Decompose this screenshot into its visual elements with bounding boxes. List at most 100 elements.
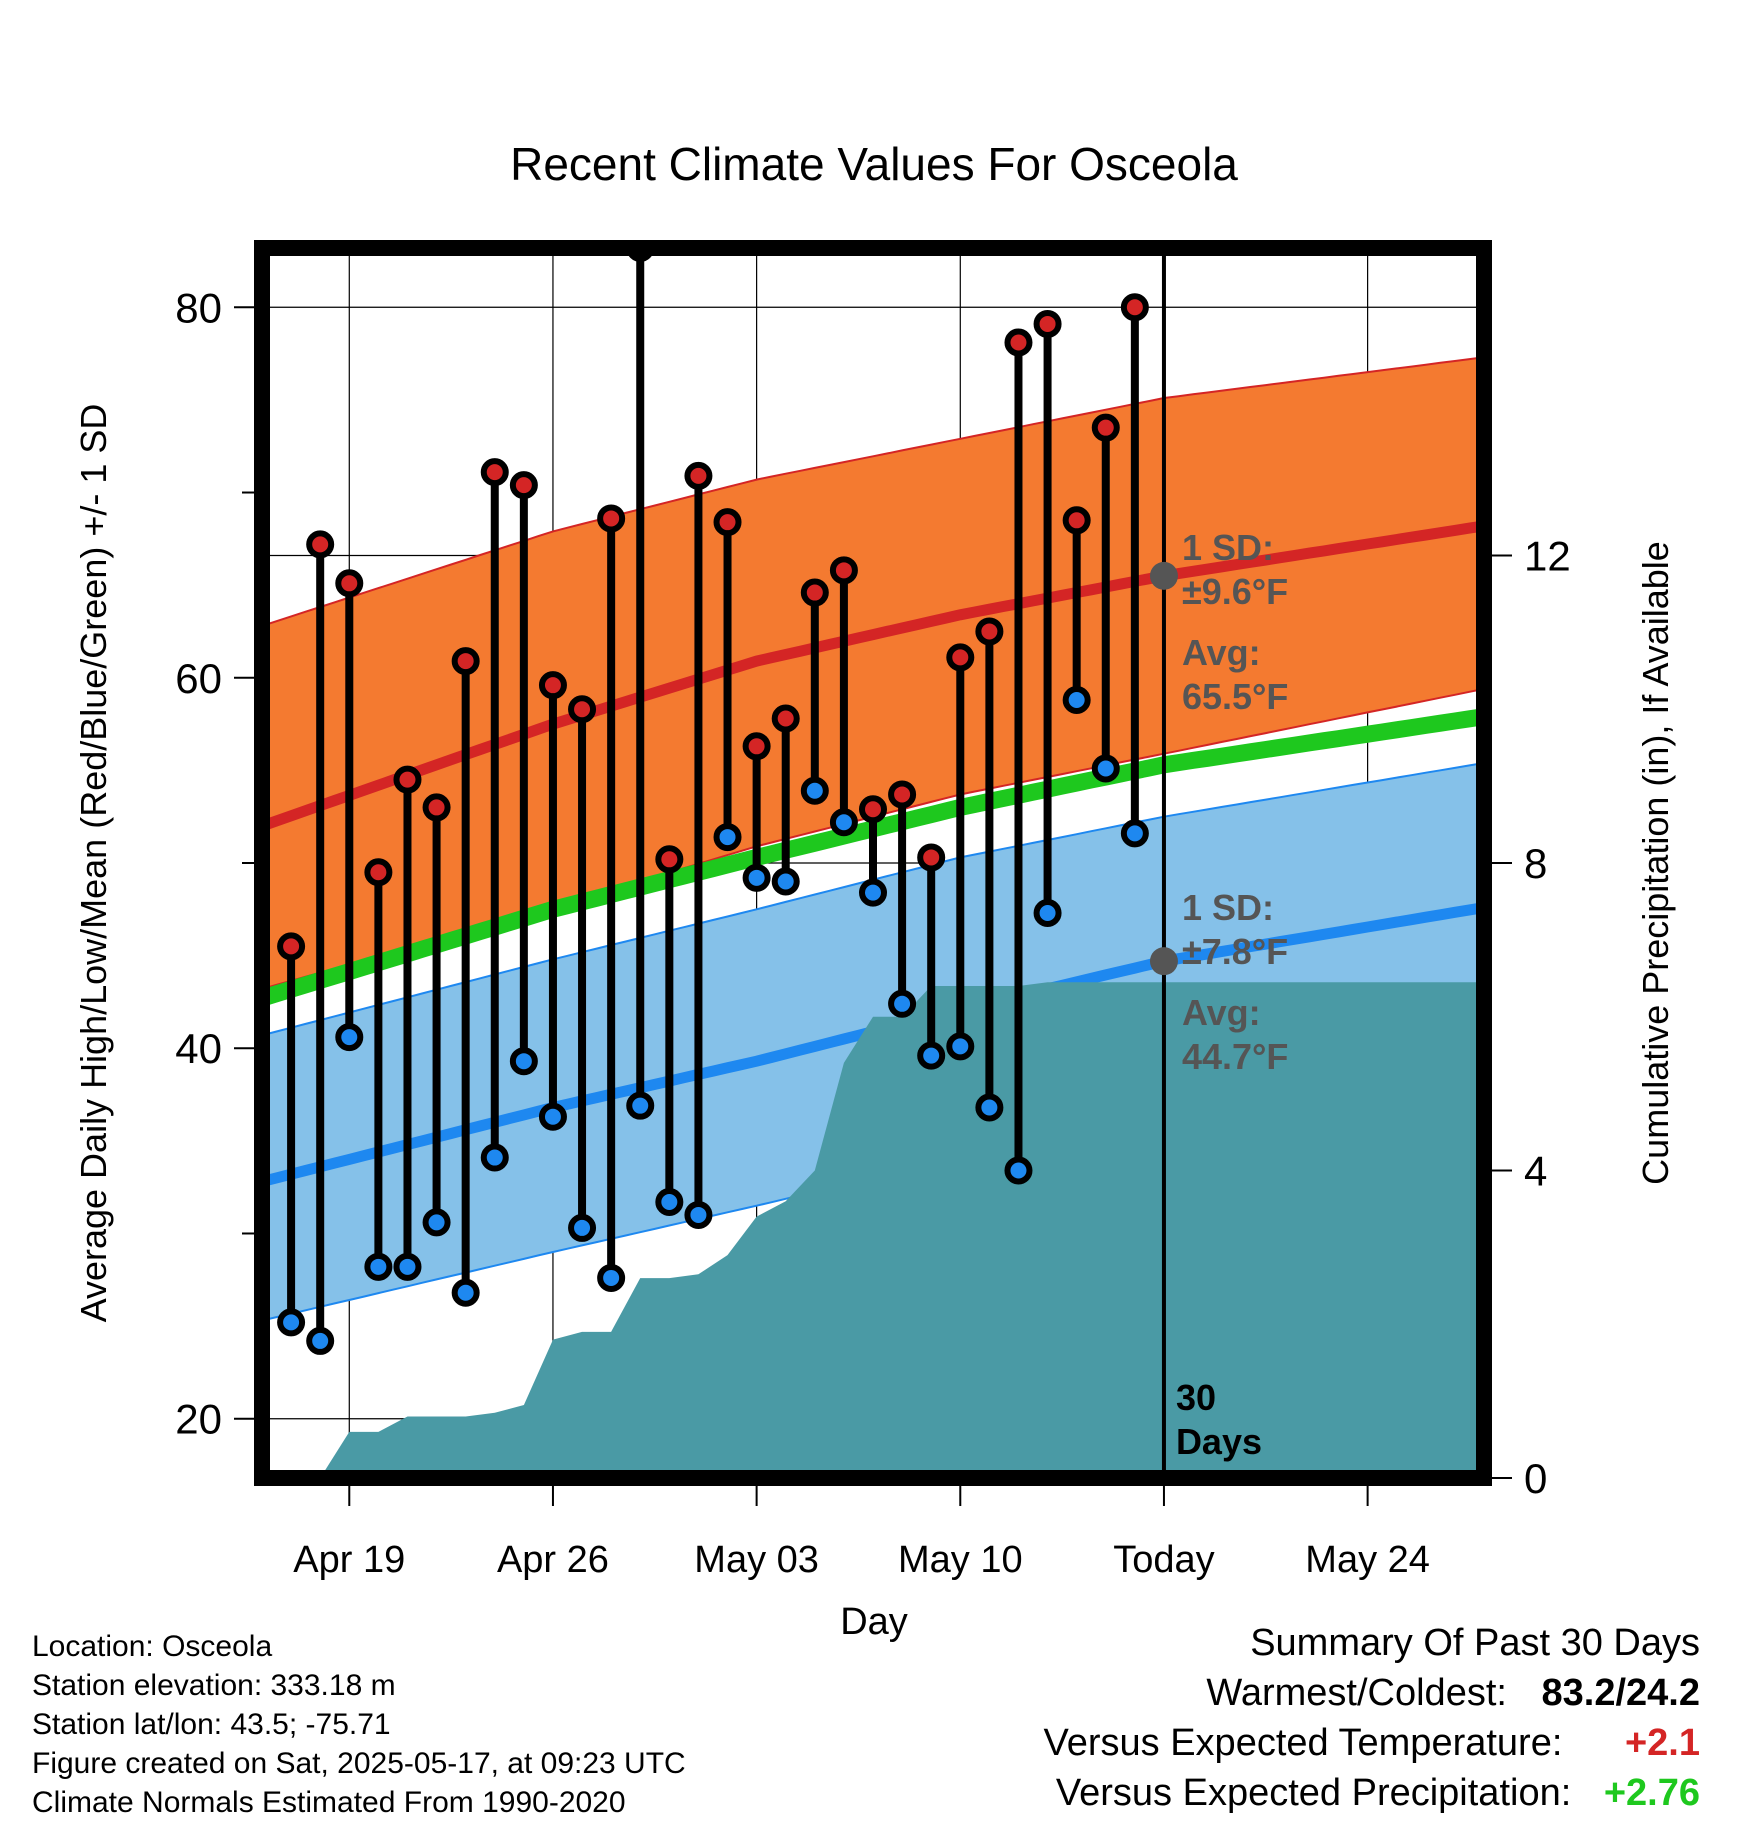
summary-precip: Versus Expected Precipitation: +2.76 xyxy=(1056,1772,1700,1815)
daily-low-point xyxy=(568,1213,597,1242)
daily-low-point xyxy=(597,1263,626,1292)
daily-high-point xyxy=(713,508,742,537)
daily-low-point xyxy=(684,1200,713,1229)
y-tick-label: 20 xyxy=(175,1396,222,1443)
daily-high-point xyxy=(1062,506,1091,535)
observations xyxy=(277,248,1149,1355)
daily-high-point xyxy=(829,556,858,585)
y2-tick-label: 0 xyxy=(1524,1455,1547,1502)
precip-area xyxy=(262,982,1484,1478)
daily-low-point xyxy=(742,863,771,892)
x-tick-label: Today xyxy=(1113,1539,1214,1581)
axes: Apr 19 Apr 26 May 03 May 10 Today May 2420406… xyxy=(175,284,1570,1581)
low-avg-today-dot xyxy=(1149,947,1178,976)
daily-low-point xyxy=(335,1023,364,1052)
x-tick-label: May 24 xyxy=(1305,1539,1430,1581)
y-tick-label: 60 xyxy=(175,655,222,702)
daily-low-point xyxy=(888,989,917,1018)
daily-low-point xyxy=(626,1091,655,1120)
daily-low-point xyxy=(713,823,742,852)
cumulative-precip-area xyxy=(262,982,1484,1478)
daily-high-point xyxy=(1033,309,1062,338)
daily-low-point xyxy=(393,1252,422,1281)
y2-axis-label: Cumulative Precipitation (in), If Availa… xyxy=(1635,541,1676,1185)
daily-high-point xyxy=(306,530,335,559)
chart-title: Recent Climate Values For Osceola xyxy=(510,138,1238,190)
plot-frame xyxy=(254,240,1492,1486)
precip-value: +2.76 xyxy=(1603,1772,1700,1814)
y2-tick-label: 4 xyxy=(1524,1148,1547,1195)
summary-title: Summary Of Past 30 Days xyxy=(1250,1622,1700,1664)
daily-low-point xyxy=(538,1102,567,1131)
daily-high-point xyxy=(888,780,917,809)
annotations: 1 SD: ±9.6°F Avg: 65.5°F 1 SD: ±7.8°F Avg: 44.7… xyxy=(1149,248,1288,1478)
daily-high-point xyxy=(1004,328,1033,357)
y-tick-label: 40 xyxy=(175,1025,222,1072)
daily-low-point xyxy=(1062,685,1091,714)
daily-high-point xyxy=(742,732,771,761)
temp-label: Versus Expected Temperature: xyxy=(1043,1722,1563,1764)
daily-high-point xyxy=(509,471,538,500)
precip-label: Versus Expected Precipitation: xyxy=(1055,1772,1572,1814)
daily-high-point xyxy=(538,671,567,700)
daily-high-point xyxy=(597,504,626,533)
daily-high-point xyxy=(364,858,393,887)
temp-value: +2.1 xyxy=(1624,1722,1700,1764)
x-tick-label: Apr 26 xyxy=(497,1539,609,1581)
low-sd-label: 1 SD: ±7.8°F xyxy=(1182,887,1288,972)
daily-high-point xyxy=(800,578,829,607)
plot-area xyxy=(262,248,1484,1478)
daily-low-point xyxy=(451,1278,480,1307)
low-avg-label: Avg: 44.7°F xyxy=(1182,992,1288,1077)
daily-low-point xyxy=(1120,819,1149,848)
x-tick-label: May 03 xyxy=(694,1539,819,1581)
daily-low-point xyxy=(917,1041,946,1070)
daily-low-point xyxy=(975,1093,1004,1122)
daily-high-point xyxy=(393,765,422,794)
daily-high-point xyxy=(1120,293,1149,322)
daily-low-point xyxy=(480,1143,509,1172)
high-sd-label: 1 SD: ±9.6°F xyxy=(1182,527,1288,612)
y-tick-label: 80 xyxy=(175,284,222,331)
daily-high-point xyxy=(568,695,597,724)
daily-low-point xyxy=(277,1308,306,1337)
y2-tick-label: 12 xyxy=(1524,533,1571,580)
daily-high-point xyxy=(335,569,364,598)
daily-low-point xyxy=(364,1252,393,1281)
x-axis-label: Day xyxy=(840,1601,908,1643)
warm-cold-label: Warmest/Coldest: xyxy=(1206,1672,1507,1714)
daily-high-point xyxy=(480,458,509,487)
daily-low-point xyxy=(1033,899,1062,928)
daily-high-point xyxy=(917,843,946,872)
y2-tick-label: 8 xyxy=(1524,840,1547,887)
summary-temp: Versus Expected Temperature: +2.1 xyxy=(1043,1722,1700,1765)
footer-elevation: Station elevation: 333.18 m xyxy=(32,1669,396,1702)
footer-created: Figure created on Sat, 2025-05-17, at 09… xyxy=(32,1747,686,1780)
daily-high-point xyxy=(946,643,975,672)
daily-low-point xyxy=(800,776,829,805)
footer-location: Location: Osceola xyxy=(32,1630,273,1663)
daily-low-point xyxy=(771,867,800,896)
window-label: 30 Days xyxy=(1176,1377,1262,1462)
summary-warm-cold: Warmest/Coldest: 83.2/24.2 xyxy=(1206,1672,1700,1715)
daily-low-point xyxy=(509,1047,538,1076)
daily-high-point xyxy=(771,704,800,733)
footer-normals: Climate Normals Estimated From 1990-2020 xyxy=(32,1786,626,1819)
daily-high-point xyxy=(451,647,480,676)
daily-high-point xyxy=(422,793,451,822)
daily-low-point xyxy=(946,1032,975,1061)
footer-latlon: Station lat/lon: 43.5; -75.71 xyxy=(32,1708,391,1741)
daily-low-point xyxy=(829,808,858,837)
daily-high-point xyxy=(975,617,1004,646)
x-tick-label: Apr 19 xyxy=(293,1539,405,1581)
daily-high-point xyxy=(655,845,684,874)
high-avg-today-dot xyxy=(1149,561,1178,590)
x-tick-label: May 10 xyxy=(898,1539,1023,1581)
high-avg-label: Avg: 65.5°F xyxy=(1182,632,1288,717)
daily-low-point xyxy=(1004,1156,1033,1185)
daily-high-point xyxy=(859,795,887,824)
y-axis-label: Average Daily High/Low/Mean (Red/Blue/Gr… xyxy=(73,404,114,1323)
daily-low-point xyxy=(655,1187,684,1216)
warm-cold-value: 83.2/24.2 xyxy=(1541,1672,1700,1714)
